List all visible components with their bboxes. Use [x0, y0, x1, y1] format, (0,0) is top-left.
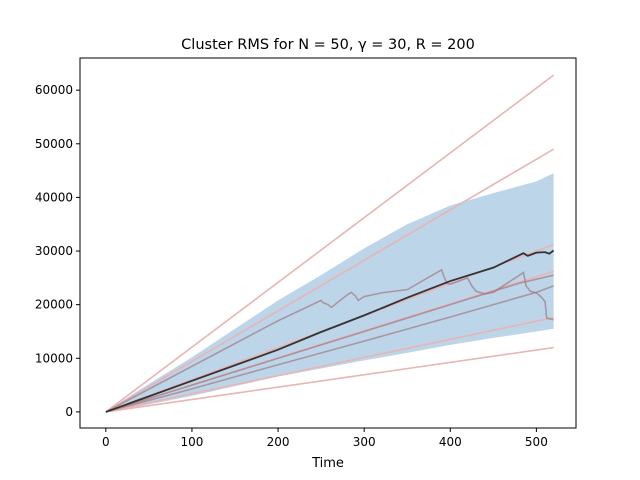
x-axis-label: Time — [311, 456, 344, 471]
x-tick-label: 0 — [102, 435, 110, 449]
plot-frame — [79, 57, 577, 429]
y-tick-label: 0 — [65, 405, 73, 419]
x-axis: 0 100 200 300 400 500 — [102, 428, 548, 449]
envelope-line-5 — [105, 316, 554, 413]
x-tick-label: 300 — [353, 435, 376, 449]
x-tick-label: 400 — [439, 435, 462, 449]
sample-path-2 — [105, 274, 554, 413]
sample-path-3 — [105, 285, 554, 413]
envelope-line-2 — [105, 148, 555, 413]
y-tick-label: 60000 — [35, 83, 73, 97]
y-tick-label: 50000 — [35, 137, 73, 151]
y-tick-label: 40000 — [35, 190, 73, 204]
y-axis: 0 10000 20000 30000 40000 50000 60000 — [35, 83, 80, 419]
y-tick-label: 30000 — [35, 244, 73, 258]
y-tick-label: 20000 — [35, 298, 73, 312]
chart-title: Cluster RMS for N = 50, γ = 30, R = 200 — [181, 37, 475, 53]
mean-line — [105, 249, 555, 413]
sample-path-1 — [105, 268, 554, 413]
x-tick-label: 100 — [180, 435, 203, 449]
envelope-line-1 — [105, 74, 555, 413]
y-tick-label: 10000 — [35, 351, 73, 365]
plot-area — [105, 74, 555, 413]
x-tick-label: 500 — [525, 435, 548, 449]
x-tick-label: 200 — [267, 435, 290, 449]
envelope-line-6 — [105, 346, 554, 413]
